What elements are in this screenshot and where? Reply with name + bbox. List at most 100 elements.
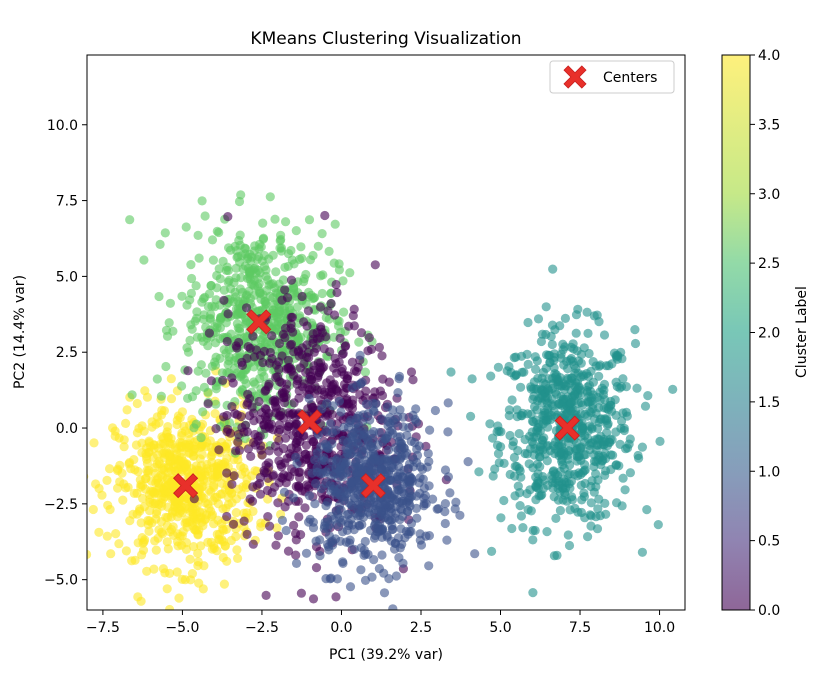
scatter-point [193,366,203,376]
scatter-point [321,501,331,511]
scatter-point [202,464,212,474]
scatter-point [157,529,168,539]
scatter-point [230,287,240,297]
scatter-point [337,349,347,359]
x-tick-label: −2.5 [245,620,279,636]
scatter-point [572,438,582,448]
scatter-point [88,504,98,515]
scatter-point [259,346,269,356]
scatter-point [528,588,538,598]
scatter-point [203,537,213,548]
scatter-point [316,358,326,368]
scatter-point [209,480,219,490]
scatter-point [289,520,299,531]
scatter-point [331,279,341,290]
y-axis-ticks: −5.0 −2.5 0.0 2.5 5.0 7.5 10.0 [44,118,87,589]
scatter-point [153,478,163,488]
colorbar-tick-label: 0.5 [758,534,780,550]
scatter-point [274,338,285,349]
scatter-point [157,501,167,511]
scatter-point [555,505,566,516]
scatter-point [586,511,596,521]
scatter-point [547,320,558,330]
scatter-point [322,442,332,453]
scatter-point [530,352,540,362]
scatter-point [487,546,497,557]
scatter-point [509,353,519,363]
scatter-point [230,409,240,419]
scatter-point [291,226,301,236]
legend: Centers [549,60,675,94]
scatter-point [307,375,317,385]
scatter-point [516,382,526,392]
scatter-point [199,475,209,485]
scatter-point [258,358,268,368]
scatter-point [203,302,213,312]
scatter-point [588,357,598,367]
scatter-point [310,499,320,509]
scatter-point [186,288,196,298]
scatter-point [151,509,162,519]
scatter-point [181,544,191,555]
scatter-point [620,485,630,495]
scatter-point [532,425,542,436]
scatter-point [262,485,273,496]
scatter-point [518,408,528,418]
scatter-point [369,465,379,475]
scatter-point [294,467,304,477]
scatter-point [505,469,515,480]
plot-frame [86,54,686,611]
scatter-point [320,210,330,221]
scatter-point [499,495,509,506]
scatter-point [345,582,356,592]
legend-marker-centers [563,65,587,89]
scatter-point [76,466,85,475]
scatter-point [593,440,603,450]
scatter-point [406,518,417,529]
scatter-point [366,495,376,505]
scatter-point [570,503,580,513]
scatter-point [94,527,104,537]
scatter-point [325,419,335,429]
scatter-point [538,445,548,455]
scatter-point [328,401,338,411]
scatter-point [611,410,621,420]
scatter-point [278,443,289,454]
scatter-point [307,402,317,413]
scatter-point [273,372,283,382]
scatter-point [218,256,228,266]
scatter-point [398,412,408,422]
scatter-point [523,317,533,328]
scatter-point [360,367,370,377]
scatter-point [271,540,281,550]
scatter-point [655,436,665,446]
scatter-point [499,458,509,468]
y-tick-label: 0.0 [56,421,78,437]
scatter-point [191,419,201,429]
scatter-point [566,398,576,408]
scatter-point [177,291,187,301]
scatter-point [583,434,593,444]
scatter-point [374,342,384,352]
scatter-point [529,391,539,401]
scatter-point [406,367,417,377]
scatter-point [239,516,249,526]
colorbar-tick-label: 0.0 [758,603,780,619]
scatter-point [275,420,285,430]
scatter-point [380,434,390,444]
scatter-point [132,428,142,438]
scatter-point [327,456,337,467]
scatter-point [302,340,312,350]
scatter-point [212,323,222,333]
scatter-point [177,443,187,453]
scatter-point [188,451,198,461]
scatter-point [178,527,188,537]
scatter-point [199,314,209,324]
scatter-point [355,350,365,360]
scatter-point [567,492,577,502]
scatter-point [338,469,348,479]
scatter-point [246,279,256,289]
scatter-point [331,592,341,602]
scatter-point [214,264,224,274]
scatter-point [304,393,314,404]
